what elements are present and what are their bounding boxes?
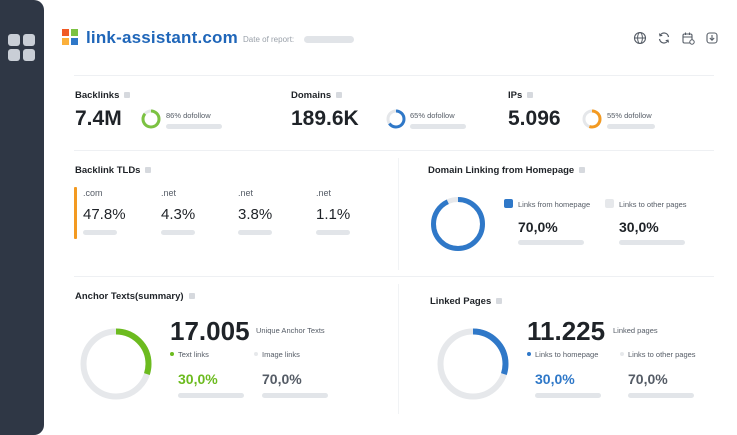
refresh-icon[interactable] <box>657 31 671 45</box>
tld-value: 47.8% <box>83 206 126 223</box>
date-label: Date of report: <box>243 35 295 44</box>
ips-title: IPs <box>508 90 534 101</box>
tld-label: .com <box>83 188 103 198</box>
domains-dofollow-ring <box>386 109 406 129</box>
ips-dofollow-ring <box>582 109 602 129</box>
legend-swatch <box>605 199 614 208</box>
backlinks-value: 7.4M <box>75 107 122 130</box>
tld-value: 4.3% <box>161 206 196 223</box>
domains-title: Domains <box>291 90 343 101</box>
section-divider <box>398 158 399 270</box>
anchor-donut <box>80 328 152 400</box>
download-icon[interactable] <box>705 31 719 45</box>
sidebar <box>0 0 44 435</box>
legend-links-to-other-pages: Links to other pages <box>619 200 687 209</box>
anchor-count: 17.005 <box>170 316 250 346</box>
homepage-value-a: 70,0% <box>518 219 558 235</box>
placeholder-bar <box>166 124 222 129</box>
legend-links-to-other-pages: Links to other pages <box>628 350 696 359</box>
anchor-title: Anchor Texts(summary) <box>75 291 195 302</box>
report-card <box>44 0 737 435</box>
backlinks-dofollow-ring <box>141 109 161 129</box>
legend-dot <box>170 352 174 356</box>
legend-image-links: Image links <box>262 350 300 359</box>
date-value-placeholder <box>304 36 354 43</box>
tlds-title: Backlink TLDs <box>75 165 152 176</box>
placeholder-bar <box>316 230 350 235</box>
legend-links-from-homepage: Links from homepage <box>518 200 591 209</box>
placeholder-bar <box>628 393 694 398</box>
legend-dot <box>620 352 624 356</box>
legend-text-links: Text links <box>178 350 209 359</box>
placeholder-bar <box>178 393 244 398</box>
tld-value: 1.1% <box>316 206 351 223</box>
placeholder-bar <box>410 124 466 129</box>
homepage-value-b: 30,0% <box>619 219 659 235</box>
tld-label: .net <box>161 188 177 198</box>
ips-dofollow: 55% dofollow <box>607 111 652 120</box>
homepage-title: Domain Linking from Homepage <box>428 165 586 176</box>
linked-value-b: 70,0% <box>628 371 668 387</box>
ips-value: 5.096 <box>508 107 561 130</box>
placeholder-bar <box>83 230 117 235</box>
placeholder-bar <box>238 230 272 235</box>
middle-divider <box>74 276 714 277</box>
section-divider <box>398 284 399 414</box>
legend-swatch <box>504 199 513 208</box>
calendar-icon[interactable] <box>681 31 695 45</box>
linked-count: 11.225 <box>527 316 606 346</box>
linked-title: Linked Pages <box>430 296 503 307</box>
tld-highlight-marker <box>74 187 77 239</box>
placeholder-bar <box>535 393 601 398</box>
legend-dot <box>527 352 531 356</box>
header-divider <box>74 75 714 76</box>
legend-links-to-homepage: Links to homepage <box>535 350 599 359</box>
placeholder-bar <box>607 124 655 129</box>
domains-value: 189.6K <box>291 107 359 130</box>
summary-divider <box>74 150 714 151</box>
site-title: link-assistant.com <box>86 28 238 47</box>
tld-label: .net <box>238 188 254 198</box>
toolbar <box>633 31 719 45</box>
backlinks-dofollow: 86% dofollow <box>166 111 211 120</box>
placeholder-bar <box>518 240 584 245</box>
anchor-value-b: 70,0% <box>262 371 302 387</box>
tld-value: 3.8% <box>238 206 273 223</box>
logo-icon <box>62 29 78 45</box>
placeholder-bar <box>262 393 328 398</box>
anchor-count-label: Unique Anchor Texts <box>256 326 325 335</box>
globe-icon[interactable] <box>633 31 647 45</box>
linked-value-a: 30,0% <box>535 371 575 387</box>
homepage-donut <box>431 197 485 251</box>
placeholder-bar <box>161 230 195 235</box>
backlinks-title: Backlinks <box>75 90 131 101</box>
linked-count-label: Linked pages <box>613 326 658 335</box>
placeholder-bar <box>619 240 685 245</box>
legend-dot <box>254 352 258 356</box>
anchor-value-a: 30,0% <box>178 371 218 387</box>
domains-dofollow: 65% dofollow <box>410 111 455 120</box>
tld-label: .net <box>316 188 332 198</box>
apps-grid-icon[interactable] <box>8 34 38 64</box>
linked-donut <box>437 328 509 400</box>
